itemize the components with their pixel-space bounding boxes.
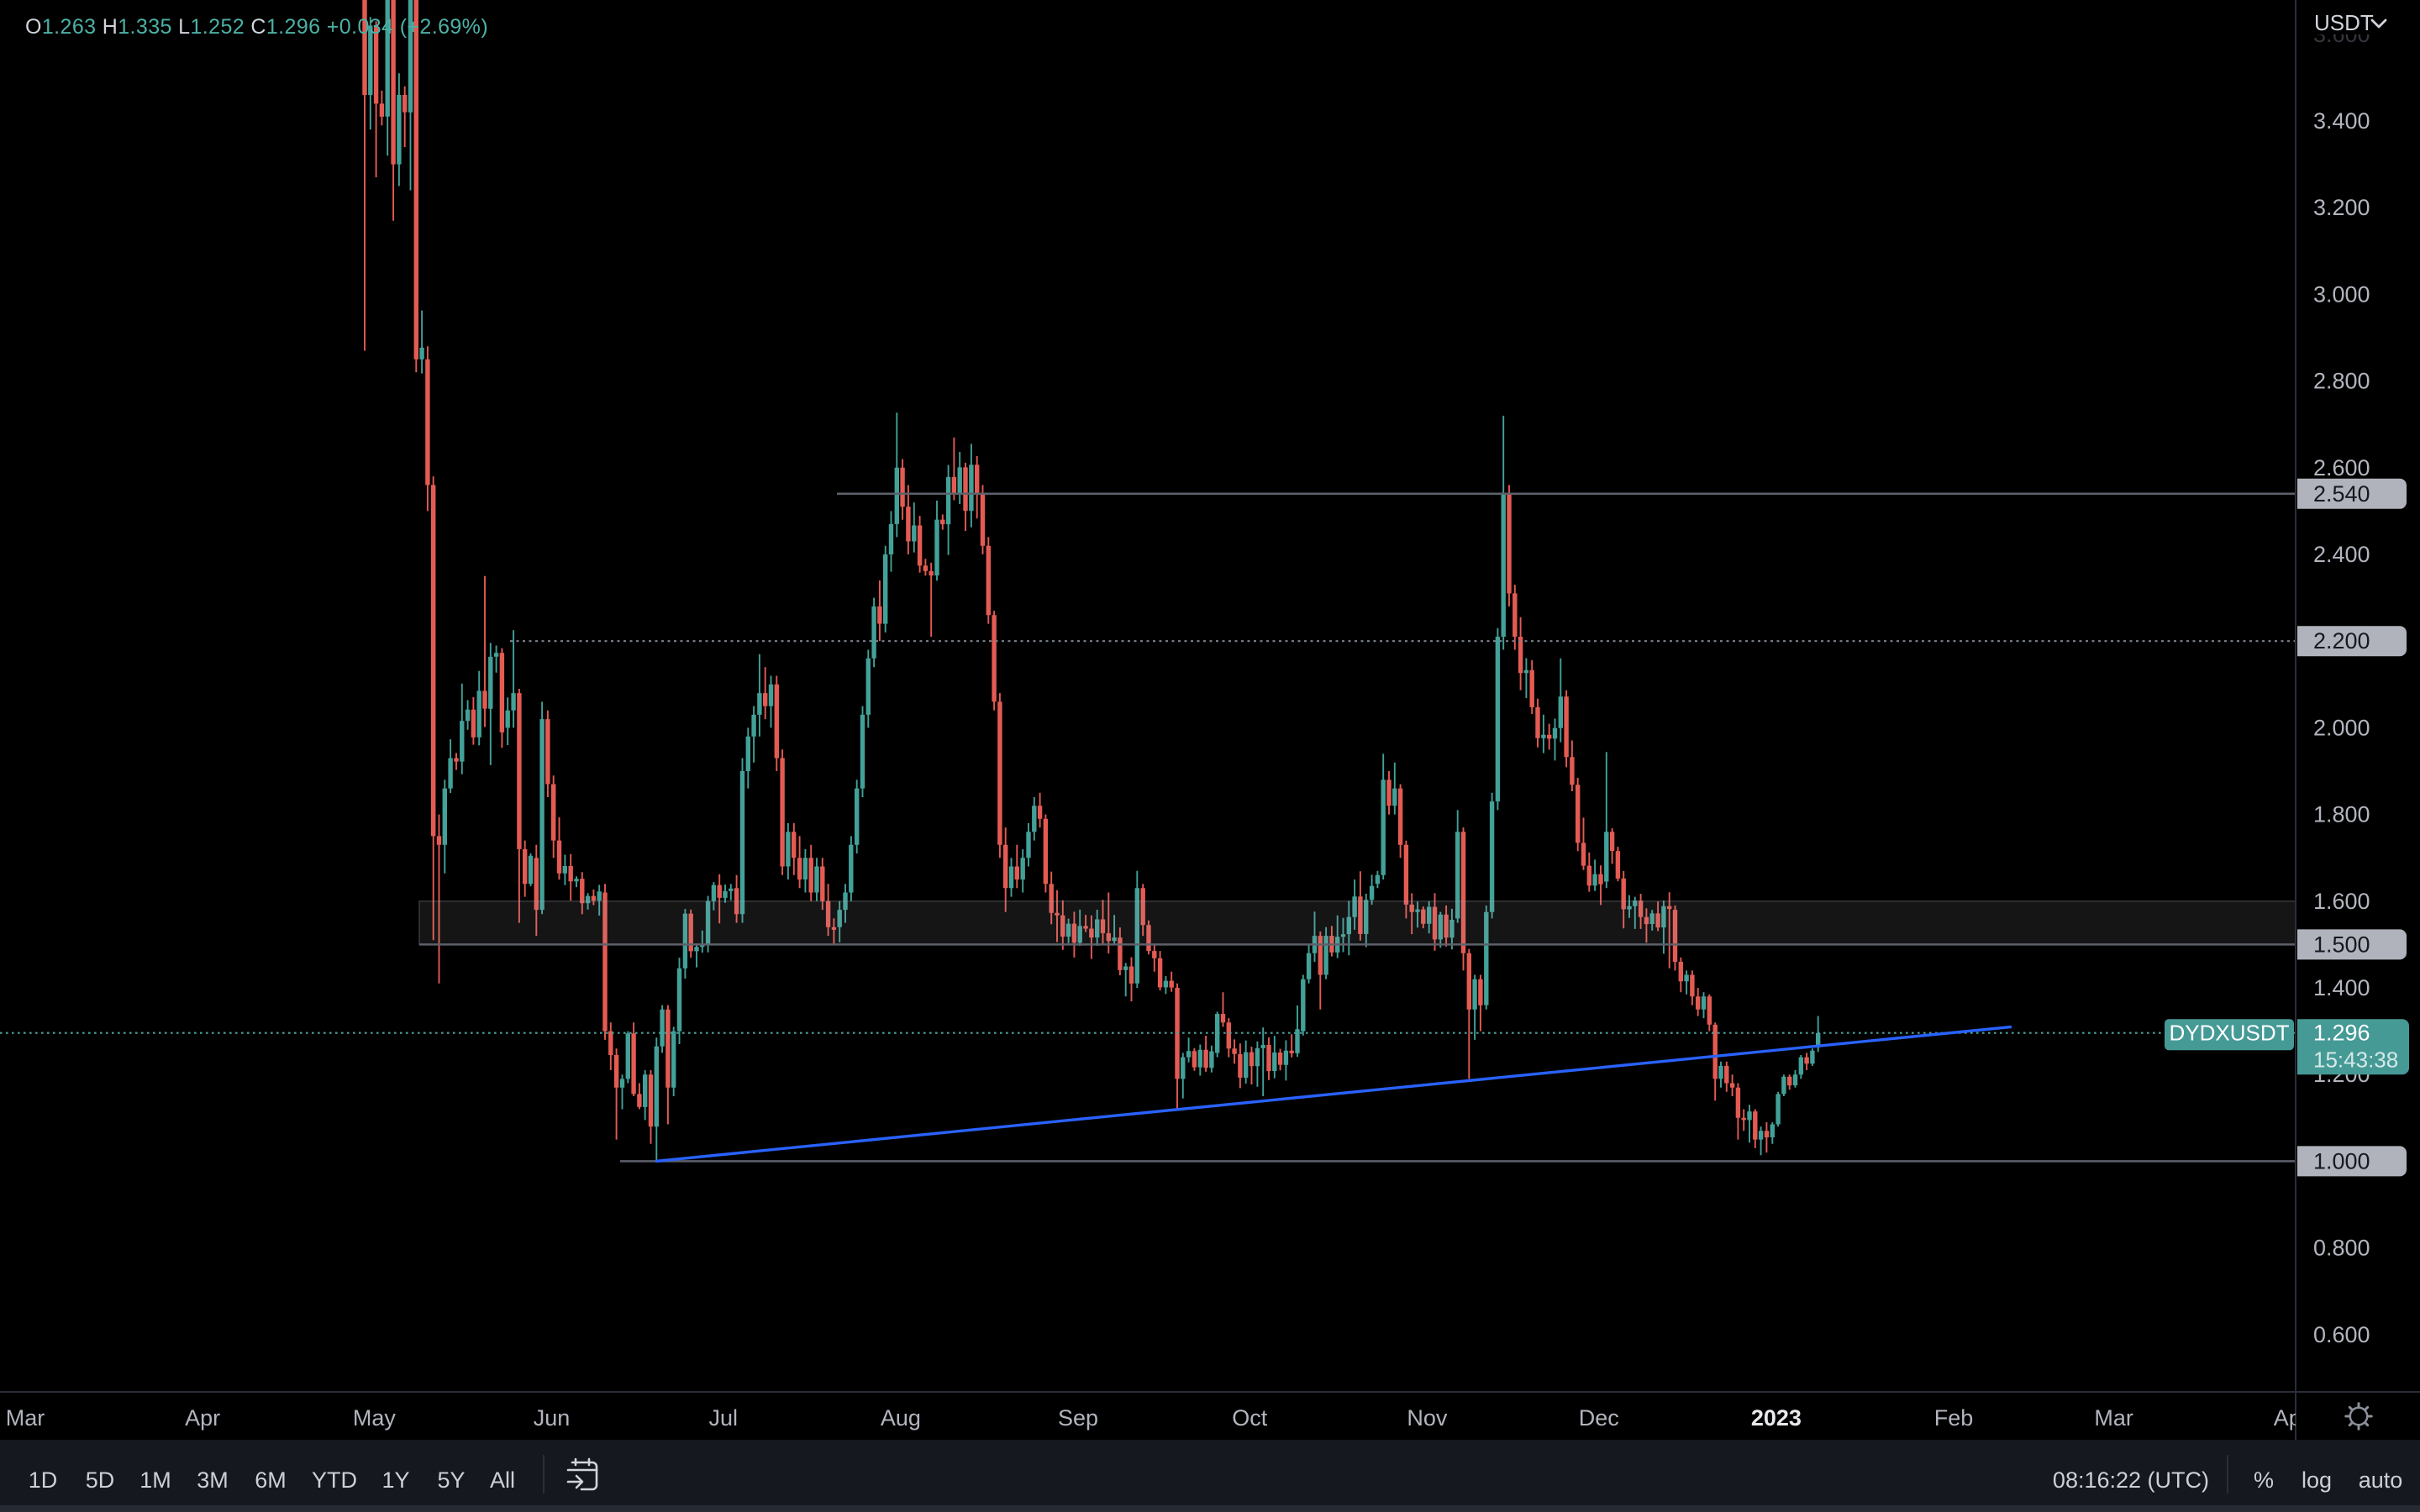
- svg-text:YTD: YTD: [312, 1467, 357, 1493]
- svg-text:5D: 5D: [86, 1467, 115, 1493]
- svg-text:Mar: Mar: [2094, 1405, 2133, 1431]
- svg-text:Oct: Oct: [1232, 1405, 1268, 1431]
- svg-text:1.296: 1.296: [2313, 1021, 2370, 1046]
- svg-text:6M: 6M: [255, 1467, 287, 1493]
- svg-text:15:43:38: 15:43:38: [2313, 1047, 2398, 1073]
- svg-text:3M: 3M: [197, 1467, 229, 1493]
- svg-text:3.000: 3.000: [2313, 281, 2370, 307]
- svg-text:08:16:22 (UTC): 08:16:22 (UTC): [2053, 1467, 2209, 1493]
- svg-text:5Y: 5Y: [437, 1467, 465, 1493]
- svg-text:%: %: [2254, 1467, 2274, 1493]
- svg-text:Aug: Aug: [881, 1405, 921, 1431]
- svg-text:0.800: 0.800: [2313, 1236, 2370, 1261]
- svg-text:1Y: 1Y: [381, 1467, 409, 1493]
- svg-text:Apr: Apr: [2274, 1405, 2309, 1431]
- svg-text:1.400: 1.400: [2313, 975, 2370, 1000]
- svg-text:1D: 1D: [29, 1467, 58, 1493]
- svg-text:Jul: Jul: [709, 1405, 739, 1431]
- svg-text:2023: 2023: [1751, 1405, 1802, 1431]
- svg-text:auto: auto: [2359, 1467, 2403, 1493]
- svg-text:USDT: USDT: [2314, 10, 2374, 35]
- svg-text:1.500: 1.500: [2313, 932, 2370, 957]
- svg-text:2.000: 2.000: [2313, 715, 2370, 740]
- svg-text:3.200: 3.200: [2313, 195, 2370, 220]
- svg-text:1.800: 1.800: [2313, 802, 2370, 827]
- svg-text:Sep: Sep: [1058, 1405, 1098, 1431]
- svg-text:Nov: Nov: [1407, 1405, 1448, 1431]
- svg-text:Mar: Mar: [6, 1405, 45, 1431]
- svg-text:2.540: 2.540: [2313, 481, 2370, 507]
- svg-text:May: May: [353, 1405, 397, 1431]
- svg-text:1.000: 1.000: [2313, 1148, 2370, 1173]
- svg-text:log: log: [2302, 1467, 2332, 1493]
- svg-text:O1.263 H1.335 L1.252 C1.296 +0: O1.263 H1.335 L1.252 C1.296 +0.034 (+2.6…: [25, 15, 488, 39]
- svg-text:2.800: 2.800: [2313, 369, 2370, 394]
- svg-text:3.400: 3.400: [2313, 108, 2370, 134]
- svg-text:0.600: 0.600: [2313, 1322, 2370, 1347]
- svg-text:1M: 1M: [139, 1467, 171, 1493]
- svg-text:Jun: Jun: [534, 1405, 571, 1431]
- svg-text:2.600: 2.600: [2313, 455, 2370, 480]
- svg-text:Apr: Apr: [185, 1405, 220, 1431]
- svg-text:1.600: 1.600: [2313, 889, 2370, 914]
- svg-text:2.400: 2.400: [2313, 542, 2370, 567]
- svg-text:2.200: 2.200: [2313, 628, 2370, 654]
- svg-text:Dec: Dec: [1579, 1405, 1619, 1431]
- svg-text:DYDXUSDT: DYDXUSDT: [2169, 1021, 2289, 1046]
- svg-text:Feb: Feb: [1934, 1405, 1974, 1431]
- svg-text:All: All: [490, 1467, 515, 1493]
